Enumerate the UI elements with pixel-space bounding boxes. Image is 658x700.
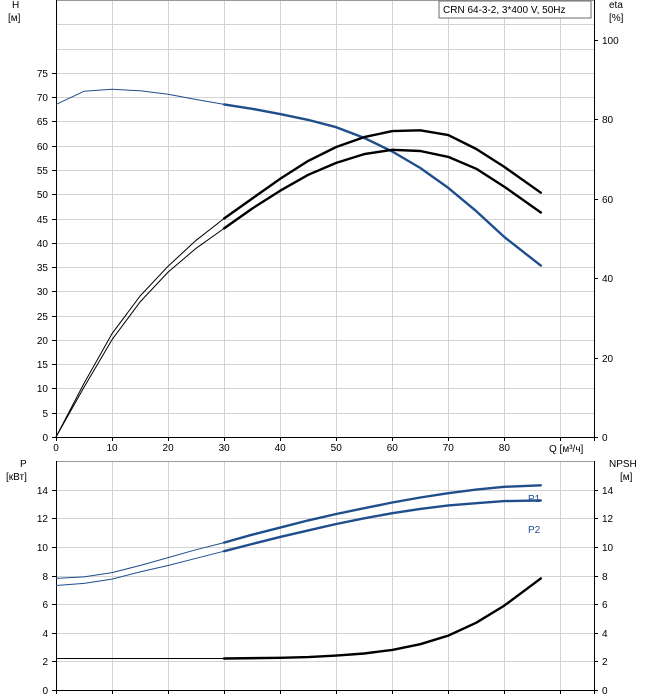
upper-panel-axes: 0 5 10 15 20 25 30 35 40 45 50 55 60 65 70 75 0 20 40 60 80 1… (37, 0, 619, 454)
series-eta_lower-operating (222, 148, 542, 230)
y-right-unit-lower: [м] (620, 472, 633, 483)
y-right-unit-upper: [%] (609, 13, 624, 24)
upper-left-tick-label-45: 45 (37, 215, 49, 226)
lower-left-tick-label-4: 4 (42, 629, 48, 640)
upper-left-tick-label-60: 60 (37, 142, 49, 153)
upper-left-tick-label-35: 35 (37, 263, 49, 274)
upper-left-tick-label-65: 65 (37, 117, 49, 128)
x-tick-label-20: 20 (163, 443, 175, 454)
upper-left-tick-label-75: 75 (37, 69, 49, 80)
upper-left-tick-label-25: 25 (37, 312, 49, 323)
y-left-label-lower: P (20, 459, 27, 470)
upper-left-tick-label-0: 0 (42, 433, 48, 444)
upper-left-tick-label-40: 40 (37, 239, 49, 250)
legend-text: CRN 64-3-2, 3*400 V, 50Hz (443, 5, 565, 16)
y-right-label-lower: NPSH (609, 459, 637, 470)
y-left-label-upper: H (12, 0, 19, 11)
y-left-unit-upper: [м] (8, 13, 21, 24)
series-label-p1: P1 (528, 494, 541, 505)
upper-right-tick-label-80: 80 (602, 115, 614, 126)
upper-right-tick-label-60: 60 (602, 195, 614, 206)
lower-right-tick-label-6: 6 (602, 600, 608, 611)
x-tick-label-0: 0 (53, 443, 59, 454)
lower-right-tick-label-12: 12 (602, 514, 614, 525)
series-P1-operating (222, 484, 542, 544)
lower-left-tick-label-2: 2 (42, 657, 48, 668)
x-tick-label-40: 40 (275, 443, 287, 454)
legend-box (438, 0, 592, 19)
series-eta_lower-thin (55, 227, 225, 438)
series-P2-thin (55, 550, 225, 586)
upper-left-tick-label-10: 10 (37, 384, 49, 395)
x-tick-label-80: 80 (499, 443, 511, 454)
lower-left-tick-label-14: 14 (37, 486, 49, 497)
x-tick-label-10: 10 (106, 443, 118, 454)
series-label-p2: P2 (528, 525, 541, 536)
upper-left-tick-label-30: 30 (37, 287, 49, 298)
series-H-thin (55, 88, 225, 105)
lower-panel-series (55, 484, 542, 660)
lower-left-tick-label-6: 6 (42, 600, 48, 611)
lower-left-tick-label-10: 10 (37, 543, 49, 554)
upper-left-tick-label-55: 55 (37, 166, 49, 177)
x-tick-label-60: 60 (387, 443, 399, 454)
upper-left-tick-label-70: 70 (37, 93, 49, 104)
upper-left-tick-label-15: 15 (37, 360, 49, 371)
lower-right-tick-label-8: 8 (602, 572, 608, 583)
upper-panel-series (55, 88, 542, 438)
upper-left-tick-label-20: 20 (37, 336, 49, 347)
series-eta_upper-thin (55, 218, 225, 438)
lower-panel-axes: 0 2 4 6 8 10 12 14 0 2 4 6 8 10 12 14 (37, 461, 614, 697)
y-right-label-upper: eta (609, 0, 623, 11)
x-tick-label-50: 50 (331, 443, 343, 454)
lower-left-tick-label-0: 0 (42, 686, 48, 697)
series-H-operating (222, 103, 542, 267)
lower-right-tick-label-2: 2 (602, 657, 608, 668)
x-tick-label-30: 30 (219, 443, 231, 454)
lower-left-tick-label-8: 8 (42, 572, 48, 583)
x-tick-label-70: 70 (443, 443, 455, 454)
upper-right-tick-label-100: 100 (602, 36, 619, 47)
x-axis-label: Q [м³/ч] (549, 444, 584, 455)
series-NPSH-operating (222, 577, 542, 660)
upper-left-tick-label-50: 50 (37, 190, 49, 201)
upper-right-tick-label-40: 40 (602, 274, 614, 285)
lower-right-tick-label-14: 14 (602, 486, 614, 497)
series-P2-operating (222, 499, 542, 553)
series-P1-thin (55, 542, 225, 579)
y-left-unit-lower: [кВт] (6, 472, 27, 483)
series-eta_upper-operating (222, 129, 542, 220)
lower-right-tick-label-10: 10 (602, 543, 614, 554)
upper-panel-grid (56, 0, 594, 437)
upper-right-tick-label-0: 0 (602, 433, 608, 444)
upper-right-tick-label-20: 20 (602, 354, 614, 365)
lower-left-tick-label-12: 12 (37, 514, 49, 525)
lower-right-tick-label-4: 4 (602, 629, 608, 640)
lower-right-tick-label-0: 0 (602, 686, 608, 697)
upper-left-tick-label-5: 5 (42, 409, 48, 420)
